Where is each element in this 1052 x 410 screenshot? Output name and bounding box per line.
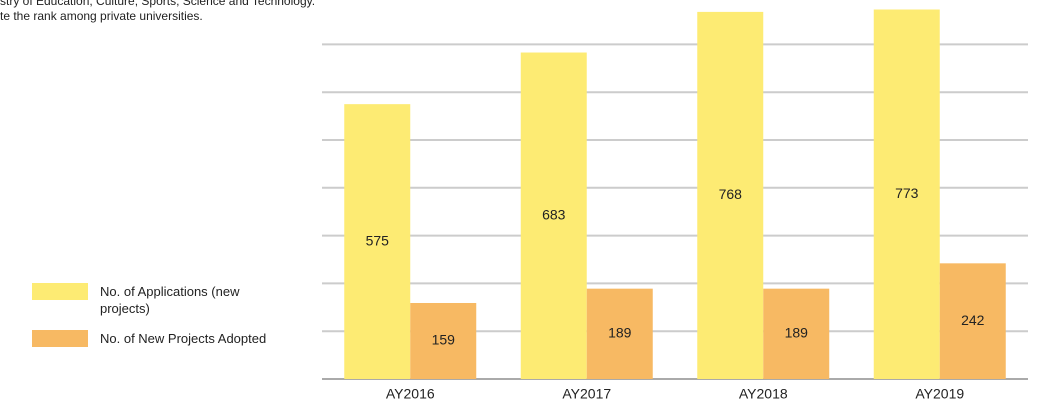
value-label: 242 (961, 312, 985, 328)
bar (873, 9, 940, 379)
bar (763, 288, 830, 379)
value-label: 768 (719, 186, 743, 202)
x-tick-label: AY2016 (386, 386, 435, 402)
note: stry of Education, Culture, Sports, Scie… (0, 0, 316, 8)
bar (586, 288, 653, 379)
value-label: 683 (542, 206, 566, 222)
x-tick-label: AY2018 (739, 386, 788, 402)
legend-swatch (32, 283, 88, 300)
x-tick-label: AY2019 (915, 386, 964, 402)
value-label: 773 (895, 185, 919, 201)
bar (520, 52, 587, 379)
legend-item: No. of New Projects Adopted (32, 330, 266, 347)
legend-label: No. of Applications (new projects) (100, 284, 240, 316)
legend-label: No. of New Projects Adopted (100, 331, 267, 346)
bar (697, 11, 764, 380)
value-label: 189 (785, 325, 809, 341)
note: te the rank among private universities. (0, 9, 203, 23)
value-label: 189 (608, 325, 632, 341)
value-label: 575 (366, 232, 390, 248)
legend-item: No. of Applications (new projects) (32, 283, 240, 317)
bar (344, 104, 411, 380)
value-label: 159 (432, 332, 456, 348)
bar (939, 263, 1006, 379)
legend-swatch (32, 330, 88, 347)
bar (410, 302, 477, 379)
x-tick-label: AY2017 (562, 386, 611, 402)
